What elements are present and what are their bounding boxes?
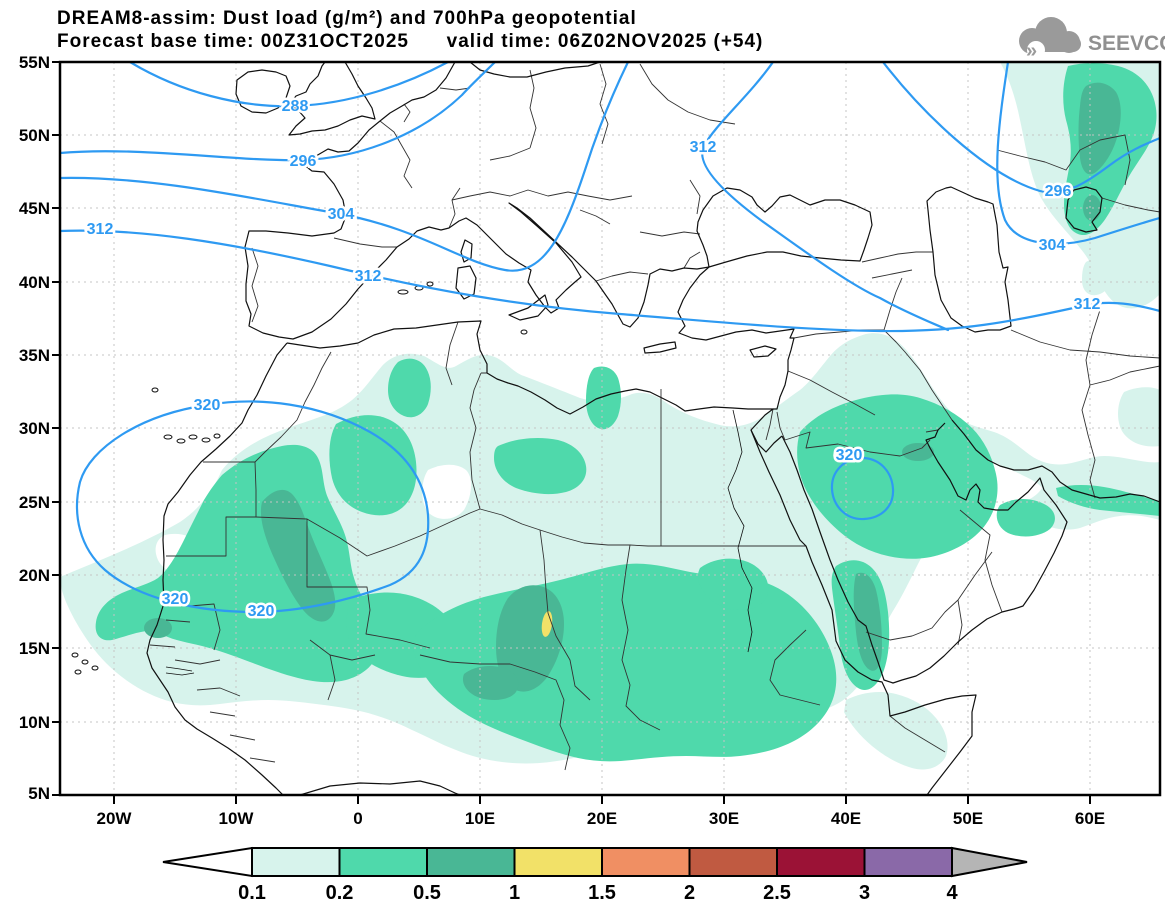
contour-label: 320 — [836, 447, 863, 464]
lon-label: 0 — [353, 809, 362, 828]
lat-label: 20N — [19, 566, 50, 585]
lat-label: 5N — [28, 784, 50, 803]
colorbar-cell — [776, 847, 866, 877]
lat-label: 55N — [19, 53, 50, 72]
contour-label: 296 — [290, 153, 317, 170]
lat-label: 45N — [19, 199, 50, 218]
contour-label: 288 — [282, 98, 309, 115]
svg-text:»: » — [1026, 40, 1037, 62]
lon-label: 20E — [587, 809, 617, 828]
lat-label: 25N — [19, 493, 50, 512]
colorbar-label: 2.5 — [763, 882, 791, 904]
colorbar-label: 1.5 — [588, 882, 616, 904]
colorbar-cell — [601, 847, 691, 877]
lon-ticks — [113, 795, 1091, 804]
lon-label: 10E — [465, 809, 495, 828]
graticule — [60, 62, 1160, 795]
chart-subtitle: Forecast base time: 00Z31OCT2025 valid t… — [57, 31, 764, 52]
contour-label: 312 — [690, 139, 717, 156]
colorbar: 0.1 0.2 0.5 1 1.5 2 2.5 3 4 — [162, 846, 1028, 904]
lat-axis: 55N 50N 45N 40N 35N 30N 25N 20N 15N 10N … — [19, 53, 50, 803]
contour-label: 312 — [1074, 296, 1101, 313]
contour-label: 320 — [162, 591, 189, 608]
contour-label: 320 — [194, 397, 221, 414]
colorbar-label: 0.2 — [326, 882, 354, 904]
colorbar-cell — [688, 847, 778, 877]
colorbar-cell — [513, 847, 603, 877]
lon-label: 40E — [831, 809, 861, 828]
lon-label: 60E — [1075, 809, 1105, 828]
contour-label: 312 — [87, 221, 114, 238]
colorbar-cell — [338, 847, 428, 877]
seevccc-logo: » SEEVCCC — [1019, 17, 1165, 62]
colorbar-cell — [251, 847, 341, 877]
geopotential-contours — [60, 62, 1160, 614]
lat-ticks — [52, 61, 60, 796]
colorbar-label: 0.1 — [238, 882, 266, 904]
colorbar-cell — [863, 847, 953, 877]
colorbar-label: 4 — [946, 882, 958, 904]
contour-label: 296 — [1045, 183, 1072, 200]
contour-label-group: 288 296 304 312 312 312 320 320 320 320 … — [84, 96, 1103, 623]
lat-label: 10N — [19, 713, 50, 732]
lon-label: 50E — [953, 809, 983, 828]
coastlines — [146, 62, 1160, 795]
lat-label: 50N — [19, 126, 50, 145]
lat-label: 40N — [19, 273, 50, 292]
contour-label: 320 — [248, 603, 275, 620]
colorbar-label: 0.5 — [413, 882, 441, 904]
colorbar-cell — [426, 847, 516, 877]
chart-title: DREAM8-assim: Dust load (g/m²) and 700hP… — [57, 8, 637, 29]
lat-label: 30N — [19, 419, 50, 438]
contour-label: 304 — [1039, 237, 1066, 254]
colorbar-label: 1 — [509, 882, 520, 904]
contour-label: 312 — [355, 268, 382, 285]
colorbar-labels: 0.1 0.2 0.5 1 1.5 2 2.5 3 4 — [238, 882, 958, 904]
colorbar-label: 3 — [859, 882, 870, 904]
colorbar-under-arrow — [162, 846, 253, 878]
lat-label: 15N — [19, 639, 50, 658]
islands — [71, 281, 528, 675]
colorbar-over-arrow — [951, 846, 1028, 878]
lon-label: 10W — [219, 809, 255, 828]
lat-label: 35N — [19, 346, 50, 365]
lon-label: 30E — [709, 809, 739, 828]
country-borders — [149, 63, 1160, 771]
cloud-icon: » — [1019, 17, 1081, 62]
lon-axis: 20W 10W 0 10E 20E 30E 40E 50E 60E — [97, 809, 1106, 828]
colorbar-label: 2 — [684, 882, 695, 904]
logo-text: SEEVCCC — [1088, 32, 1165, 55]
lon-label: 20W — [97, 809, 133, 828]
contour-label: 304 — [328, 206, 355, 223]
